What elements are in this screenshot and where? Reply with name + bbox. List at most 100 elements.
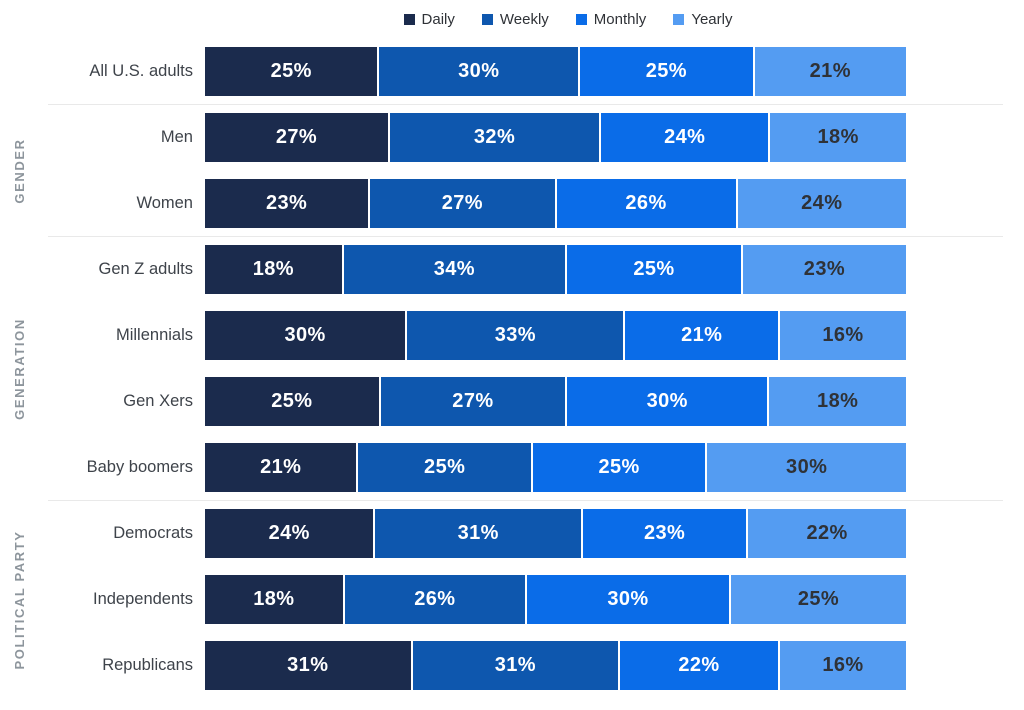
- bar-segment-weekly: 34%: [343, 245, 566, 294]
- segment-value-label: 32%: [473, 126, 516, 148]
- bar-segment-monthly: 25%: [580, 47, 753, 96]
- bar-row: Gen Xers 25% 27% 30% 18%: [0, 377, 1024, 426]
- bar-segment-yearly: 16%: [779, 311, 906, 360]
- segment-value-label: 22%: [678, 654, 720, 676]
- bar-row: Women 23% 27% 26% 24%: [0, 179, 1024, 228]
- segment-value-label: 34%: [433, 258, 475, 280]
- segment-value-label: 26%: [414, 588, 456, 610]
- segment-value-label: 25%: [270, 60, 312, 82]
- segment-value-label: 18%: [817, 390, 859, 412]
- bar-segment-yearly: 21%: [754, 47, 906, 96]
- bar-row-label: Gen Xers: [123, 392, 193, 410]
- bar-row-label: Millennials: [115, 326, 193, 344]
- legend-item-label: Yearly: [691, 10, 733, 28]
- bar-segment-weekly: 27%: [380, 377, 566, 426]
- row-group: All U.S. adults 25% 30% 25% 21%: [0, 47, 1024, 96]
- bar-row: Independents 18% 26% 30% 25%: [0, 575, 1024, 624]
- bar-segment-monthly: 25%: [567, 245, 741, 294]
- bar-segment-weekly: 33%: [407, 311, 624, 360]
- bar-row-label: All U.S. adults: [89, 62, 193, 80]
- stacked-bar: 27% 32% 24% 18%: [205, 113, 906, 162]
- bar-segment-daily: 21%: [205, 443, 357, 492]
- bar-row: Men 27% 32% 24% 18%: [0, 113, 1024, 162]
- bar-segment-monthly: 23%: [583, 509, 747, 558]
- bar-segment-daily: 25%: [205, 377, 379, 426]
- bar-segment-weekly: 27%: [370, 179, 555, 228]
- bar-segment-yearly: 22%: [748, 509, 906, 558]
- segment-value-label: 30%: [458, 60, 500, 82]
- segment-value-label: 25%: [424, 456, 466, 478]
- bar-segment-monthly: 30%: [567, 377, 768, 426]
- segment-value-label: 21%: [809, 60, 851, 82]
- segment-value-label: 25%: [645, 60, 687, 82]
- legend-item-label: Weekly: [499, 10, 549, 28]
- stacked-bar: 18% 26% 30% 25%: [205, 575, 906, 624]
- legend-item-label: Daily: [421, 10, 455, 28]
- chart-rows: All U.S. adults 25% 30% 25% 21% GENDER Men …: [0, 47, 1024, 690]
- segment-value-label: 23%: [803, 258, 846, 280]
- legend-item: Daily: [403, 10, 455, 28]
- bar-segment-daily: 18%: [205, 575, 343, 624]
- segment-value-label: 24%: [664, 126, 706, 148]
- bar-segment-weekly: 31%: [375, 509, 581, 558]
- stacked-bar: 31% 31% 22% 16%: [205, 641, 906, 690]
- segment-value-label: 33%: [494, 324, 536, 346]
- bar-row: Millennials 30% 33% 21% 16%: [0, 311, 1024, 360]
- segment-value-label: 25%: [271, 390, 313, 412]
- legend-swatch-icon: [673, 13, 685, 25]
- legend-swatch-icon: [575, 13, 587, 25]
- bar-segment-daily: 30%: [205, 311, 406, 360]
- legend-item: Yearly: [673, 11, 732, 28]
- bar-segment-monthly: 25%: [532, 443, 706, 492]
- bar-segment-monthly: 24%: [601, 113, 769, 162]
- bar-segment-daily: 23%: [205, 179, 369, 228]
- stacked-bar: 25% 27% 30% 18%: [205, 377, 906, 426]
- segment-value-label: 31%: [494, 654, 536, 676]
- bar-segment-yearly: 25%: [730, 575, 906, 624]
- segment-value-label: 30%: [607, 588, 649, 610]
- segment-value-label: 26%: [625, 192, 667, 214]
- bar-row-label: Democrats: [113, 524, 193, 542]
- row-group-label: POLITICAL PARTY: [12, 529, 27, 670]
- group-separator: [48, 500, 1003, 501]
- segment-value-label: 18%: [252, 258, 294, 280]
- bar-row-label: Republicans: [102, 656, 193, 674]
- bar-segment-weekly: 30%: [379, 47, 579, 96]
- segment-value-label: 27%: [441, 192, 483, 214]
- bar-segment-daily: 24%: [205, 509, 374, 558]
- row-group-label: GENDER: [12, 137, 27, 204]
- segment-value-label: 25%: [797, 588, 840, 610]
- group-separator: [48, 236, 1003, 237]
- bar-segment-weekly: 25%: [358, 443, 531, 492]
- segment-value-label: 18%: [817, 126, 859, 148]
- segment-value-label: 24%: [268, 522, 310, 544]
- segment-value-label: 25%: [633, 258, 675, 280]
- group-separator: [48, 104, 1003, 105]
- segment-value-label: 30%: [284, 324, 326, 346]
- bar-row-label: Men: [160, 128, 193, 146]
- bar-segment-yearly: 18%: [770, 113, 906, 162]
- segment-value-label: 22%: [806, 522, 848, 544]
- stacked-bar: 21% 25% 25% 30%: [205, 443, 906, 492]
- segment-value-label: 21%: [681, 324, 723, 346]
- legend-swatch-icon: [481, 13, 493, 25]
- bar-segment-yearly: 24%: [737, 179, 906, 228]
- segment-value-label: 31%: [457, 522, 499, 544]
- segment-value-label: 27%: [275, 126, 318, 148]
- bar-row-label: Independents: [92, 590, 193, 608]
- bar-row-label: Gen Z adults: [98, 260, 193, 278]
- bar-row-label: Baby boomers: [86, 458, 193, 476]
- bar-row: Republicans 31% 31% 22% 16%: [0, 641, 1024, 690]
- segment-value-label: 31%: [287, 654, 329, 676]
- bar-segment-monthly: 26%: [556, 179, 736, 228]
- bar-segment-yearly: 16%: [779, 641, 906, 690]
- bar-segment-daily: 27%: [205, 113, 388, 162]
- segment-value-label: 21%: [260, 456, 302, 478]
- bar-row: Gen Z adults 18% 34% 25% 23%: [0, 245, 1024, 294]
- stacked-bar: 18% 34% 25% 23%: [205, 245, 906, 294]
- row-group: POLITICAL PARTY Democrats 24% 31% 23% 22% I…: [0, 509, 1024, 690]
- bar-row: Democrats 24% 31% 23% 22%: [0, 509, 1024, 558]
- bar-segment-monthly: 22%: [620, 641, 778, 690]
- segment-value-label: 24%: [801, 192, 843, 214]
